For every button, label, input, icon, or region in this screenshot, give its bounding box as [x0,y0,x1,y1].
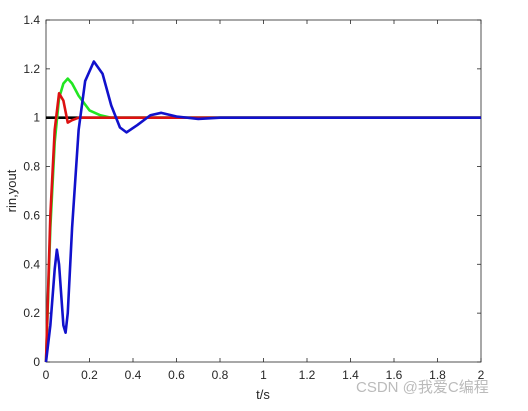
x-tick-label: 2 [478,368,485,382]
x-tick-label: 1 [260,368,267,382]
x-tick-label: 1.8 [429,368,446,382]
x-tick-label: 0.8 [212,368,229,382]
y-tick-label: 0.2 [23,306,40,320]
x-tick-label: 1.4 [342,368,359,382]
series-line [44,91,481,363]
x-tick-label: 0.2 [81,368,98,382]
x-tick-label: 0.6 [168,368,185,382]
x-tick-label: 1.2 [299,368,316,382]
x-tick-label: 0.4 [125,368,142,382]
x-tick-label: 0 [43,368,50,382]
watermark: CSDN @我爱C编程 [356,379,489,396]
y-axis-label: rin,yout [4,169,19,212]
y-tick-label: 0 [33,355,40,369]
x-axis-label: t/s [256,387,270,402]
x-tick-label: 1.6 [386,368,403,382]
plot-box [45,19,482,363]
y-tick-label: 1.4 [23,13,40,27]
y-tick-label: 0.6 [23,208,40,222]
series-line [44,60,481,363]
y-tick-label: 1 [33,111,40,125]
y-tick-label: 0.8 [23,160,40,174]
y-tick-label: 1.2 [23,62,40,76]
y-tick-label: 0.4 [23,257,40,271]
